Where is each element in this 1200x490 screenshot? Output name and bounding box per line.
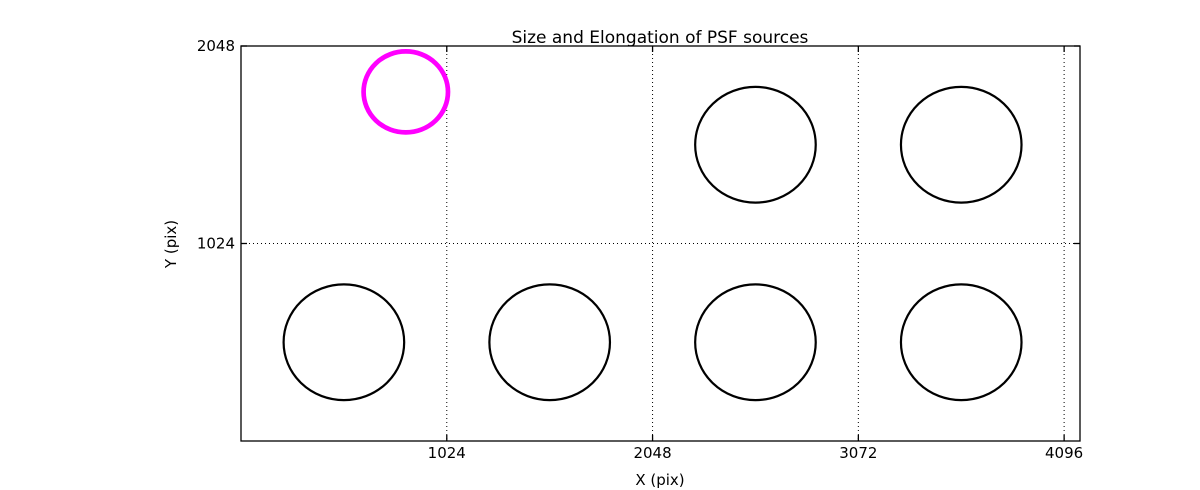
x-tick-label: 1024 [428,444,466,462]
x-tick-label: 4096 [1045,444,1083,462]
y-axis-label: Y (pix) [162,220,180,269]
x-axis-label: X (pix) [635,471,684,489]
psf-source-ellipse [899,85,1023,204]
psf-source-ellipse-highlighted [361,49,451,135]
psf-source-ellipse [899,283,1023,402]
chart-title: Size and Elongation of PSF sources [512,28,809,48]
psf-source-ellipse [694,85,817,204]
x-tick-label: 2048 [633,444,671,462]
plot-area: 1024 2048 3072 4096 1024 2048 [197,37,1083,462]
y-tick-label: 1024 [197,235,235,253]
y-tick-label: 2048 [197,37,235,55]
psf-source-ellipse [488,283,612,402]
psf-source-ellipse [282,283,406,402]
psf-source-ellipse [694,283,817,402]
x-tick-label: 3072 [839,444,877,462]
